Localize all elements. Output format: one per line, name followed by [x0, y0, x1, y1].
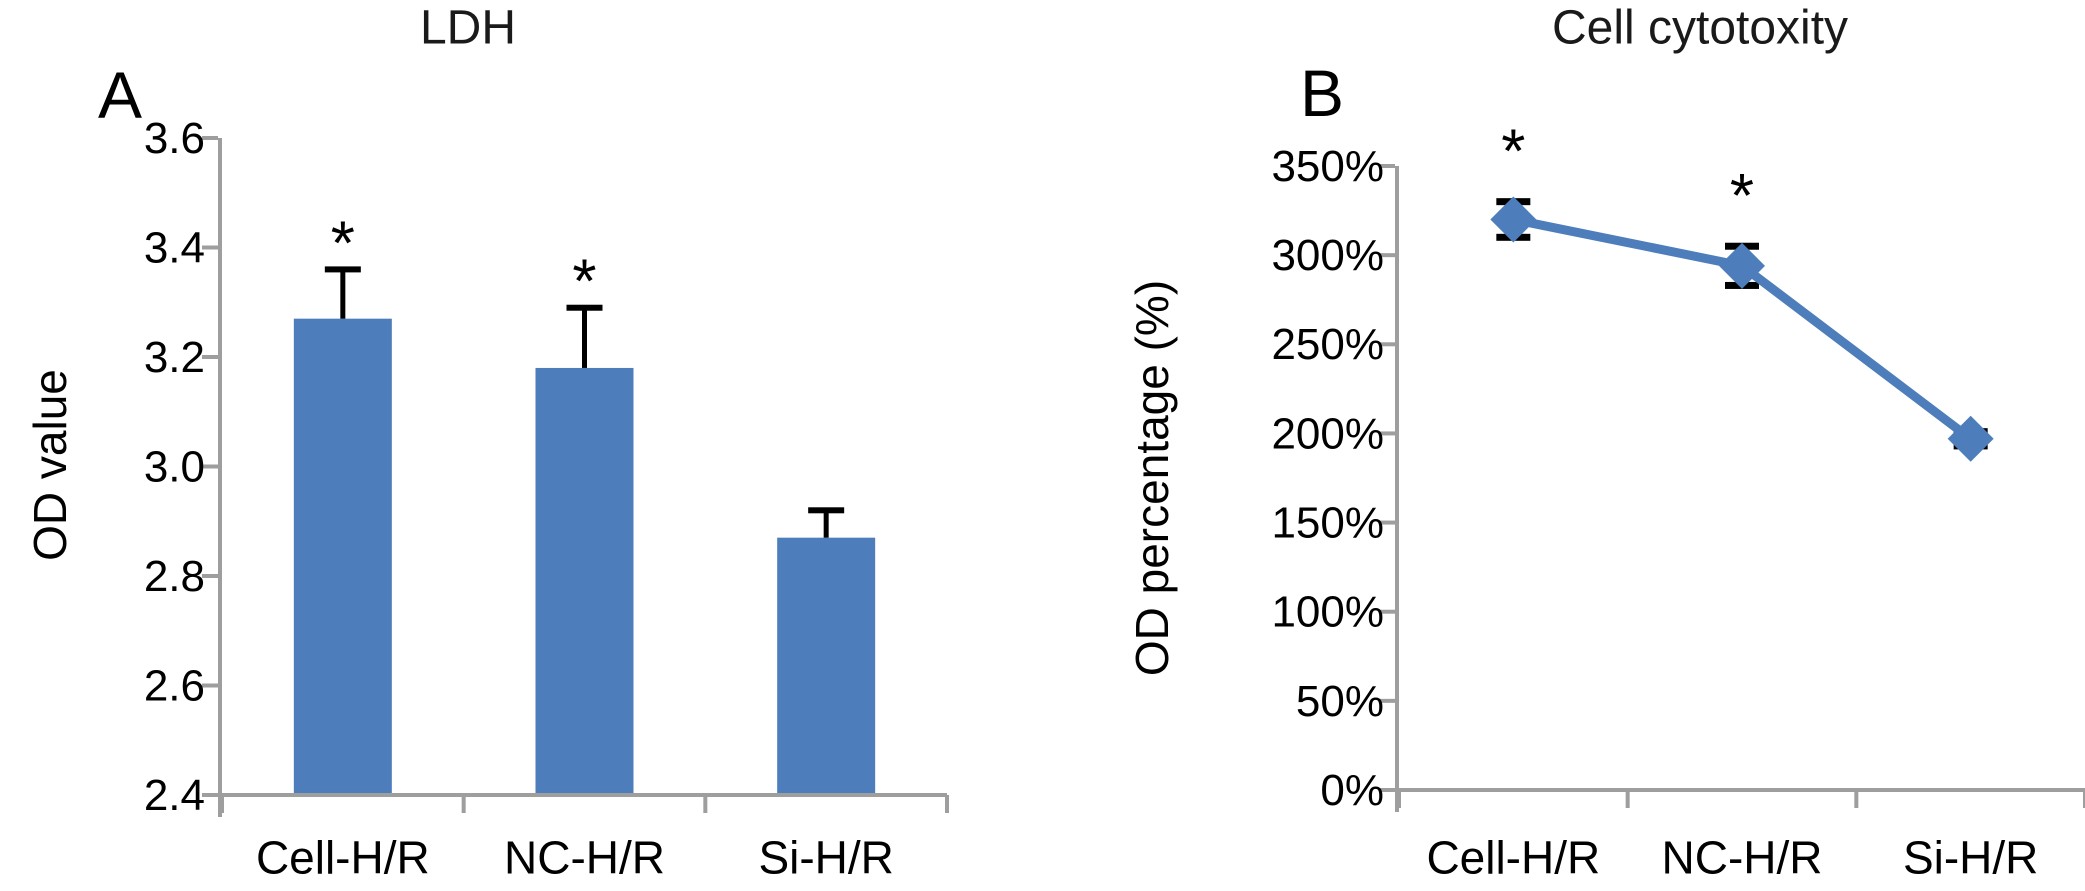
bar-cell-h-r: [293, 318, 392, 797]
y-tick: [202, 683, 218, 688]
x-tick: [220, 795, 224, 813]
significance-asterisk: *: [1501, 118, 1525, 187]
y-tick: [1379, 164, 1395, 168]
error-bar-stem: [823, 510, 829, 538]
error-bar-cap: [808, 507, 845, 514]
y-tick: [1379, 609, 1395, 614]
y-tick-label: 150%: [1271, 499, 1384, 548]
y-tick: [202, 245, 218, 250]
y-tick: [202, 793, 218, 797]
x-tick: [2083, 790, 2085, 808]
error-bar-cap: [566, 304, 603, 311]
y-tick: [1379, 698, 1395, 703]
y-tick: [202, 464, 218, 469]
panel-b-y-axis-title: OD percentage (%): [1126, 279, 1178, 677]
panel-b-letter: B: [1299, 56, 1345, 130]
y-tick-label: 100%: [1271, 588, 1384, 637]
panel-a-y-axis-title: OD value: [24, 369, 76, 561]
y-tick: [1379, 788, 1395, 792]
y-tick-label: 250%: [1271, 320, 1384, 369]
y-tick: [202, 574, 218, 578]
marker-diamond-si-h-r: [1947, 415, 1994, 462]
y-tick: [1379, 520, 1395, 525]
y-tick: [1379, 431, 1395, 436]
marker-diamond-nc-h-r: [1719, 242, 1765, 289]
panel-b-chart-title: Cell cytotoxity: [1551, 1, 1849, 55]
y-tick-label: 2.4: [144, 771, 205, 820]
bar-nc-h-r: [535, 367, 634, 797]
y-tick-label: 300%: [1271, 231, 1384, 280]
error-bar-stem: [340, 269, 346, 319]
y-tick: [1379, 253, 1395, 258]
y-tick-label: 50%: [1296, 677, 1384, 726]
x-tick: [1397, 790, 1401, 808]
panel-a-chart-title: LDH: [419, 1, 517, 55]
y-axis-line-b: [1395, 166, 1399, 812]
x-axis-line-b: [1395, 788, 2085, 792]
marker-diamond-cell-h-r: [1490, 196, 1537, 243]
y-tick: [1379, 342, 1395, 347]
y-tick-label: 3.0: [144, 442, 205, 491]
y-tick-label: 3.2: [144, 333, 205, 382]
x-category-label: NC-H/R: [1662, 832, 1823, 884]
x-category-label: Si-H/R: [1903, 832, 2038, 884]
significance-asterisk: *: [1730, 162, 1754, 231]
error-bar-cap: [324, 266, 361, 273]
x-axis-line-a: [218, 793, 947, 797]
y-tick-label: 2.6: [144, 661, 205, 710]
x-category-label: Cell-H/R: [1426, 832, 1600, 884]
y-tick-label: 3.6: [144, 114, 205, 163]
panel-a-letter: A: [97, 58, 143, 132]
y-axis-line-a: [218, 138, 222, 817]
y-tick: [202, 355, 218, 359]
x-tick: [1625, 790, 1630, 808]
x-tick: [703, 795, 708, 813]
x-category-label: NC-H/R: [504, 832, 665, 884]
significance-asterisk: *: [331, 209, 355, 278]
bar-si-h-r: [777, 537, 876, 797]
x-category-label: Cell-H/R: [256, 832, 430, 884]
y-tick-label: 200%: [1271, 409, 1384, 458]
error-bar-stem: [582, 307, 587, 368]
y-tick-label: 2.8: [144, 552, 205, 601]
y-tick-label: 0%: [1320, 766, 1384, 815]
y-tick: [202, 136, 218, 140]
x-category-label: Si-H/R: [758, 832, 893, 884]
x-tick: [945, 795, 949, 813]
x-tick: [1854, 790, 1859, 808]
significance-asterisk: *: [572, 248, 596, 317]
y-tick-label: 350%: [1271, 142, 1384, 191]
x-tick: [461, 795, 466, 813]
y-tick-label: 3.4: [144, 223, 205, 272]
